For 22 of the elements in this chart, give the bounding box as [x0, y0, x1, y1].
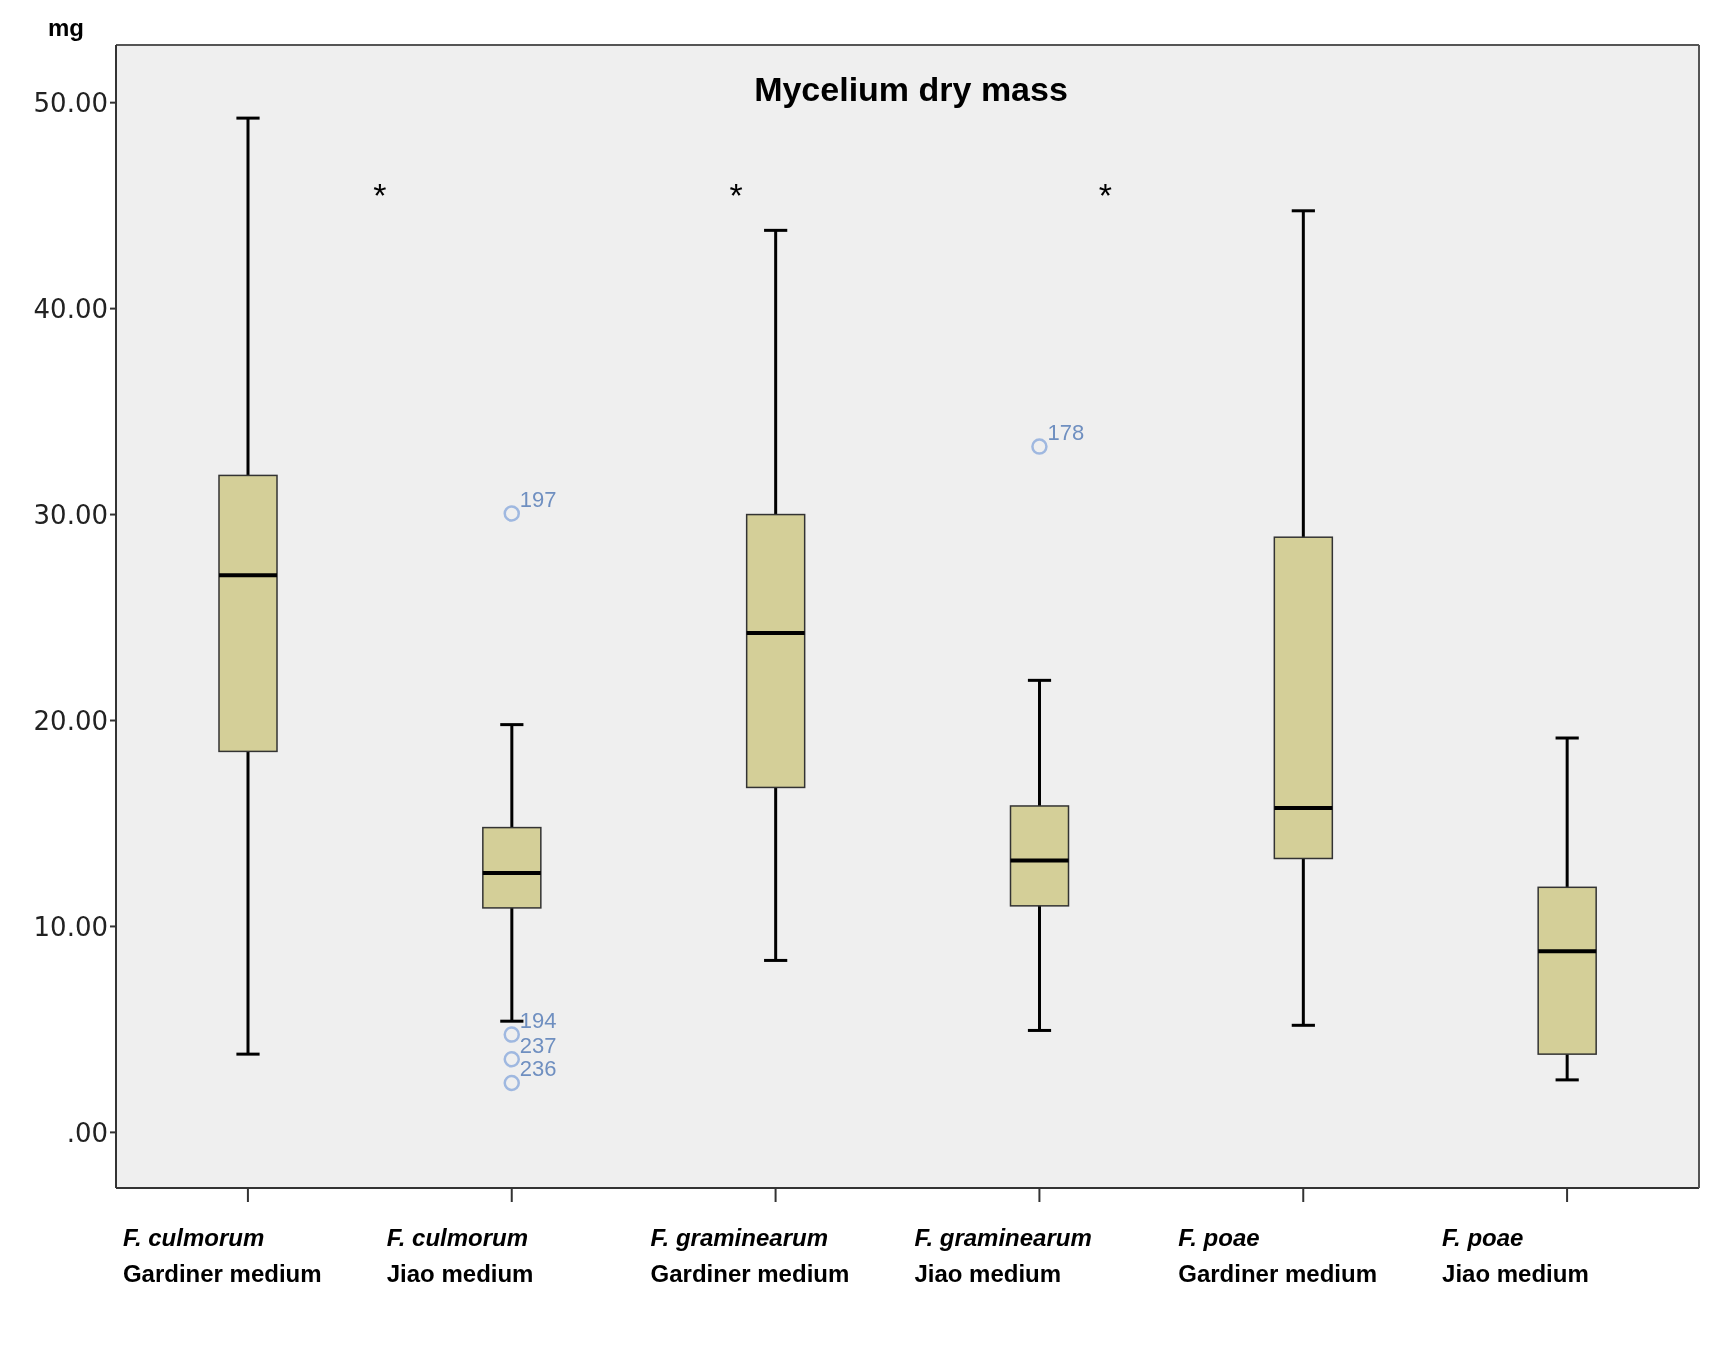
y-tick-label: 30.00	[33, 499, 108, 530]
y-tick-label: .00	[66, 1117, 108, 1148]
y-tick-label: 40.00	[33, 293, 108, 324]
y-tick-label: 50.00	[33, 87, 108, 118]
annotation: 197	[519, 486, 557, 512]
x-tick-label: F. poae Jiao medium	[1442, 1224, 1589, 1287]
annotation: 178	[1047, 419, 1085, 445]
annotation: 236	[519, 1056, 557, 1082]
text: Mycelium dry mass	[753, 70, 1069, 109]
y-axis-title: mg	[48, 14, 84, 42]
annotation: 237	[519, 1032, 557, 1058]
annotation: *	[729, 176, 743, 215]
x-tick-label: F. graminearum Gardiner medium	[650, 1224, 850, 1287]
x-tick-label: F. culmorum Gardiner medium	[122, 1224, 322, 1287]
annotation: 194	[519, 1007, 557, 1033]
x-tick-label: F. culmorum Jiao medium	[386, 1224, 534, 1287]
annotation: *	[373, 176, 387, 215]
x-tick-label: F. graminearum Jiao medium	[914, 1224, 1092, 1287]
annotation: *	[1098, 176, 1112, 215]
y-tick-label: 20.00	[33, 705, 108, 736]
y-tick-label: 10.00	[33, 911, 108, 942]
x-tick-label: F. poae Gardiner medium	[1178, 1224, 1377, 1287]
